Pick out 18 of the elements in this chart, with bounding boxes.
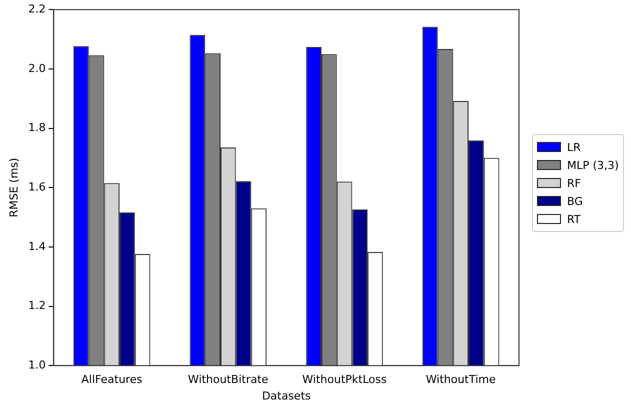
legend-label: RF xyxy=(567,176,581,190)
y-tick-label: 1.4 xyxy=(28,240,46,253)
y-axis-title: RMSE (ms) xyxy=(7,158,20,218)
y-tick-label: 1.8 xyxy=(28,121,46,134)
text: RT xyxy=(567,212,581,226)
y-tick-label: 2.2 xyxy=(28,2,46,16)
x-tick-label: AllFeatures xyxy=(81,373,143,386)
y-tick-label: 1.2 xyxy=(28,299,46,312)
x-tick-label: WithoutPktLoss xyxy=(302,373,387,386)
y-tick-label: 1.0 xyxy=(28,358,46,372)
y-tick-label: 2.0 xyxy=(28,62,46,75)
legend-label: BG xyxy=(567,194,583,208)
legend-label: MLP (3,3) xyxy=(567,158,619,172)
x-axis-title: Datasets xyxy=(262,389,312,402)
x-tick-label: WithoutBitrate xyxy=(188,373,269,386)
x-tick-label: WithoutTime xyxy=(426,373,496,386)
y-tick-label: 1.6 xyxy=(28,180,46,194)
legend-label: LR xyxy=(567,140,581,154)
